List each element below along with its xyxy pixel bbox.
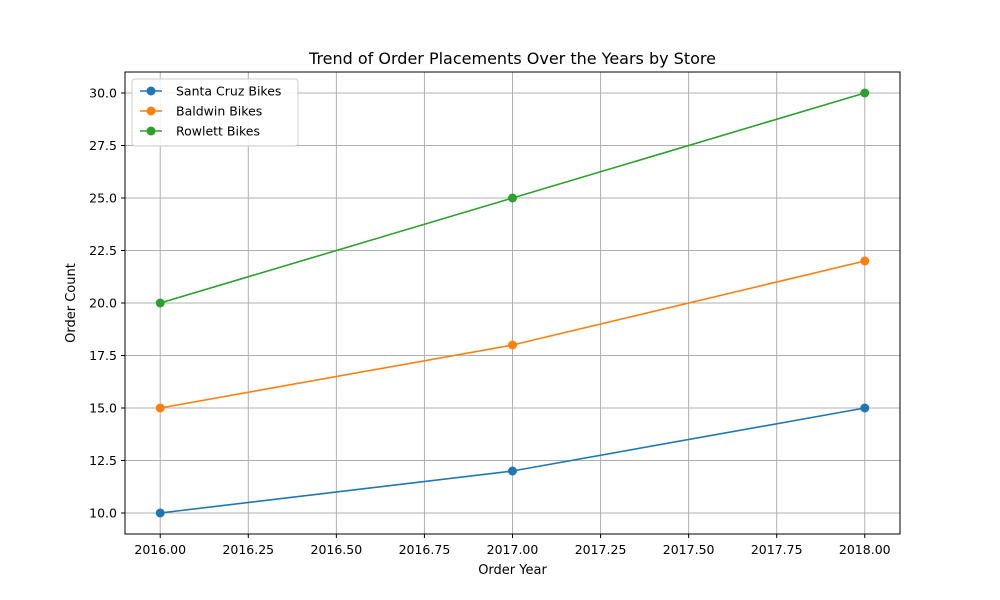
data-point: [508, 193, 517, 203]
x-axis-label: Order Year: [478, 563, 547, 578]
y-tick-label: 20.0: [89, 296, 117, 311]
x-tick-label: 2018.00: [839, 542, 891, 557]
legend-label: Rowlett Bikes: [176, 124, 260, 139]
x-tick-label: 2017.25: [575, 542, 627, 557]
legend-label: Santa Cruz Bikes: [176, 84, 281, 99]
grid-lines: [125, 72, 900, 534]
data-point: [155, 298, 165, 308]
y-tick-label: 12.5: [89, 453, 117, 468]
legend-marker: [146, 106, 156, 116]
chart-title: Trend of Order Placements Over the Years…: [308, 49, 716, 68]
data-point: [155, 508, 165, 518]
data-point: [860, 256, 870, 266]
series-lines: [155, 88, 870, 518]
data-point: [508, 466, 517, 476]
y-tick-label: 17.5: [89, 348, 117, 363]
legend-label: Baldwin Bikes: [176, 104, 262, 119]
legend: Santa Cruz Bikes Baldwin Bikes Rowlett Bik…: [131, 78, 299, 147]
legend-marker: [146, 126, 156, 136]
y-axis-label: Order Count: [64, 263, 79, 343]
x-tick-label: 2016.75: [399, 542, 451, 557]
y-tick-label: 15.0: [89, 401, 117, 416]
legend-box: [131, 78, 299, 147]
axis-ticks: 2016.00 2016.25 2016.50 2016.75 2017.00 2017.…: [89, 86, 891, 558]
data-point: [860, 403, 870, 413]
data-point: [155, 403, 165, 413]
x-tick-label: 2017.00: [487, 542, 539, 557]
y-tick-label: 22.5: [89, 243, 117, 258]
x-tick-label: 2016.00: [134, 542, 186, 557]
data-point: [508, 340, 517, 350]
data-point: [860, 88, 870, 98]
x-tick-label: 2017.50: [663, 542, 715, 557]
legend-marker: [146, 86, 156, 96]
y-tick-label: 27.5: [89, 138, 117, 153]
y-tick-label: 10.0: [89, 506, 117, 521]
x-tick-label: 2016.50: [311, 542, 363, 557]
x-tick-label: 2016.25: [222, 542, 274, 557]
x-tick-label: 2017.75: [751, 542, 803, 557]
y-tick-label: 30.0: [89, 86, 117, 101]
y-tick-label: 25.0: [89, 191, 117, 206]
